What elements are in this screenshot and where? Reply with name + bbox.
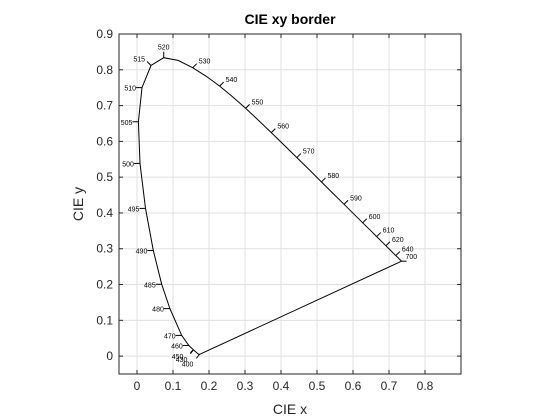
wavelength-label: 500 (122, 161, 134, 168)
wavelength-label: 520 (158, 45, 170, 52)
wavelength-tick (362, 218, 368, 224)
wavelength-label: 600 (369, 214, 381, 221)
wavelength-tick (376, 232, 382, 237)
wavelength-tick (395, 251, 401, 256)
wavelength-label: 490 (136, 249, 148, 256)
x-tick-label: 0.4 (273, 379, 290, 393)
wavelength-label: 700 (405, 254, 417, 261)
wavelength-label: 485 (144, 282, 156, 289)
y-tick-label: 0.5 (96, 170, 113, 184)
grid (119, 33, 461, 374)
x-tick-label: 0.6 (345, 379, 362, 393)
x-axis-label: CIE x (273, 401, 307, 417)
wavelength-label: 460 (171, 343, 183, 350)
wavelength-label: 470 (164, 333, 176, 340)
wavelength-tick (321, 177, 326, 183)
wavelength-label: 450 (172, 354, 184, 361)
y-tick-label: 0.6 (96, 134, 113, 148)
y-axis: 0 0.1 0.2 0.3 0.4 0.5 0.6 0.7 0.8 0.9 (96, 27, 461, 363)
y-tick-label: 0.3 (96, 242, 113, 256)
wavelength-tick (192, 63, 198, 69)
wavelength-label: 560 (277, 124, 289, 131)
y-tick-label: 0.8 (96, 63, 113, 77)
wavelength-label: 610 (383, 228, 395, 235)
wavelength-tick (245, 103, 250, 109)
x-tick-label: 0.5 (309, 379, 326, 393)
y-tick-label: 0.4 (96, 206, 113, 220)
y-tick-label: 0.9 (96, 27, 113, 41)
wavelength-label: 570 (303, 149, 315, 156)
wavelength-tick (146, 61, 152, 66)
wavelength-label: 640 (402, 247, 414, 254)
chart-title: CIE xy border (244, 11, 336, 27)
plot-area-frame (118, 33, 462, 375)
wavelength-label: 510 (124, 86, 136, 93)
wavelength-tick (296, 153, 302, 158)
wavelength-label: 505 (121, 120, 133, 127)
wavelength-tick (219, 81, 225, 87)
wavelength-tick (190, 349, 194, 354)
x-tick-label: 0.2 (201, 379, 218, 393)
series (137, 57, 402, 355)
x-tick-label: 0.1 (165, 379, 182, 393)
wavelength-label: 480 (152, 307, 164, 314)
wavelength-tick (343, 199, 349, 205)
wavelength-label: 540 (226, 77, 238, 84)
wavelength-label: 590 (350, 195, 362, 202)
x-axis: 0 0.1 0.2 0.3 0.4 0.5 0.6 0.7 0.8 (134, 34, 434, 393)
wavelength-label: 550 (252, 99, 264, 106)
wavelength-tick (270, 128, 276, 133)
wavelength-tick (195, 354, 200, 359)
wavelength-label: 515 (133, 56, 145, 63)
wavelength-label: 620 (392, 237, 404, 244)
y-tick-label: 0 (106, 349, 113, 363)
wavelength-label: 400 (182, 361, 194, 368)
wavelength-tick (385, 241, 391, 247)
y-tick-label: 0.2 (96, 278, 113, 292)
wavelength-label: 430 (176, 357, 188, 364)
y-tick-label: 0.7 (96, 99, 113, 113)
wavelength-label: 495 (128, 206, 140, 213)
wavelength-label: 530 (199, 59, 211, 66)
x-tick-label: 0.8 (417, 379, 434, 393)
x-tick-label: 0.7 (381, 379, 398, 393)
spectral-locus-line (137, 57, 402, 355)
x-tick-label: 0.3 (237, 379, 254, 393)
wavelength-label: 580 (328, 173, 340, 180)
y-axis-label: CIE y (70, 187, 86, 221)
y-tick-label: 0.1 (96, 313, 113, 327)
x-tick-label: 0 (134, 379, 141, 393)
